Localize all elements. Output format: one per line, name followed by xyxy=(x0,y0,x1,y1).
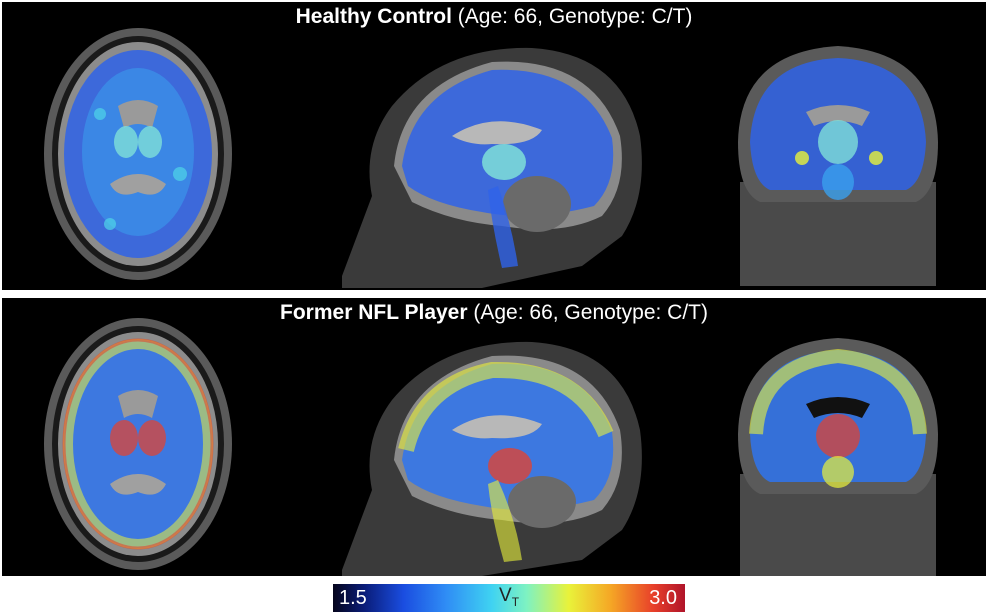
axial-brain-slice xyxy=(40,314,236,572)
colorbar-title-subscript: T xyxy=(511,595,520,609)
subject-details: (Age: 66, Genotype: C/T) xyxy=(457,5,693,28)
subject-details: (Age: 66, Genotype: C/T) xyxy=(473,301,708,324)
healthy-control-title: Healthy Control (Age: 66, Genotype: C/T) xyxy=(2,4,986,30)
colorbar-title-main: V xyxy=(499,585,512,606)
colorbar-title: VT xyxy=(499,584,519,614)
axial-brain-slice xyxy=(40,24,236,282)
colorbar-gradient xyxy=(333,584,685,612)
colorbar-max-label: 3.0 xyxy=(649,587,677,609)
coronal-brain-slice xyxy=(726,32,950,286)
vt-colorbar: 1.5 VT 3.0 xyxy=(333,584,685,612)
sagittal-brain-slice xyxy=(332,26,652,288)
healthy-control-panel: Healthy Control (Age: 66, Genotype: C/T) xyxy=(2,2,986,290)
coronal-brain-slice xyxy=(726,324,950,576)
nfl-player-title: Former NFL Player (Age: 66, Genotype: C/… xyxy=(2,300,986,326)
colorbar-min-label: 1.5 xyxy=(339,587,367,609)
group-label: Former NFL Player xyxy=(280,301,468,324)
sagittal-brain-slice xyxy=(332,320,652,576)
group-label: Healthy Control xyxy=(295,5,452,28)
nfl-player-panel: Former NFL Player (Age: 66, Genotype: C/… xyxy=(2,298,986,576)
